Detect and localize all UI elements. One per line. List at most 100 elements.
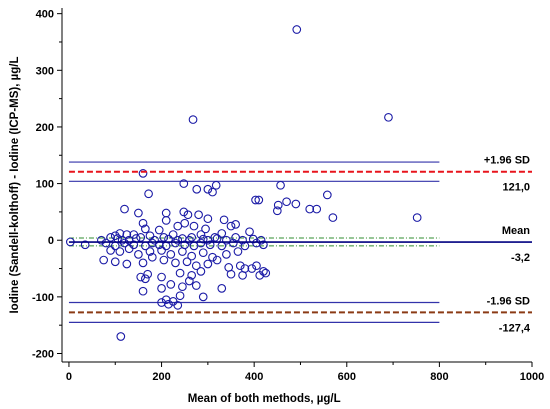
axes	[57, 8, 533, 367]
data-point	[201, 224, 210, 234]
data-point	[194, 210, 203, 220]
data-point	[179, 179, 189, 188]
data-point	[136, 272, 146, 282]
data-point	[212, 255, 222, 265]
data-point	[161, 208, 171, 218]
data-point	[166, 250, 176, 259]
data-point	[138, 286, 148, 296]
data-point	[203, 184, 213, 194]
data-point	[240, 264, 250, 273]
data-point	[138, 169, 148, 178]
data-point	[273, 200, 283, 210]
data-point	[120, 238, 129, 248]
data-point	[140, 224, 150, 234]
data-point	[173, 301, 183, 310]
data-point	[178, 247, 187, 256]
data-point	[159, 233, 169, 242]
data-point	[147, 252, 157, 262]
data-point	[171, 258, 180, 268]
data-point	[217, 229, 227, 238]
data-point	[212, 234, 222, 243]
data-point	[187, 270, 197, 280]
data-point	[154, 225, 164, 235]
data-point	[217, 284, 227, 293]
y-tick-label: -200	[32, 349, 54, 361]
data-point	[124, 244, 134, 254]
data-point	[184, 276, 194, 286]
data-point	[157, 284, 166, 293]
x-tick-label: 600	[338, 371, 356, 383]
data-point	[198, 248, 208, 258]
x-tick-label: 200	[152, 371, 170, 383]
data-point	[106, 246, 115, 255]
data-point	[211, 180, 221, 190]
data-point	[183, 210, 193, 220]
data-points	[65, 25, 422, 341]
data-point	[157, 272, 166, 282]
loa-ci-lines	[68, 161, 440, 323]
data-point	[291, 199, 301, 209]
data-point	[182, 257, 192, 267]
data-point	[159, 255, 169, 265]
data-point	[191, 261, 201, 271]
data-point	[164, 299, 173, 309]
data-point	[99, 255, 109, 265]
data-point	[187, 251, 197, 261]
data-point	[161, 216, 171, 225]
data-point	[196, 230, 206, 239]
x-tick-label: 800	[430, 371, 448, 383]
data-point	[254, 195, 264, 205]
data-point	[219, 215, 229, 225]
data-point	[150, 235, 159, 245]
y-axis-label: Iodine (Sandell-kolthoff) - Iodine (ICP-…	[9, 56, 21, 313]
data-point	[134, 250, 143, 259]
data-point	[110, 231, 120, 241]
data-point	[138, 218, 148, 228]
data-point	[384, 112, 393, 122]
data-point	[110, 257, 120, 267]
data-point	[222, 250, 231, 259]
data-point	[412, 213, 422, 222]
lower-loa-value: -127,4	[499, 322, 531, 334]
data-point	[173, 221, 183, 231]
data-point	[282, 197, 291, 207]
data-point	[255, 270, 265, 280]
data-point	[245, 227, 254, 237]
data-point	[251, 195, 260, 205]
data-point	[120, 204, 129, 214]
data-point	[138, 258, 148, 268]
loa-lines	[68, 170, 532, 314]
data-point	[175, 291, 185, 301]
data-point	[192, 184, 202, 194]
data-point	[292, 25, 302, 34]
data-point	[312, 204, 322, 214]
lower-loa-label: -1.96 SD	[487, 295, 530, 307]
data-point	[196, 267, 206, 276]
data-point	[261, 268, 271, 278]
data-point	[226, 221, 236, 231]
data-point	[305, 204, 315, 214]
data-point	[226, 269, 236, 279]
data-point	[122, 230, 132, 239]
data-point	[184, 235, 194, 245]
data-point	[328, 213, 338, 222]
data-point	[198, 292, 208, 302]
x-tick-label: 400	[245, 371, 263, 383]
x-axis-label: Mean of both methods, µg/L	[188, 393, 341, 405]
data-point	[178, 282, 187, 292]
data-point	[145, 247, 155, 256]
data-point	[168, 230, 178, 239]
data-point	[228, 238, 238, 248]
data-point	[208, 252, 217, 262]
y-tick-label: -100	[32, 292, 54, 304]
y-tick-label: 100	[36, 179, 54, 191]
data-point	[171, 238, 180, 248]
upper-loa-label: +1.96 SD	[484, 155, 530, 167]
x-tick-label: 0	[66, 371, 72, 383]
data-point	[80, 240, 90, 250]
data-point	[272, 206, 282, 216]
x-tick-label: 1000	[520, 371, 544, 383]
data-point	[101, 238, 111, 248]
data-point	[256, 235, 266, 245]
y-tick-label: 400	[36, 9, 54, 21]
